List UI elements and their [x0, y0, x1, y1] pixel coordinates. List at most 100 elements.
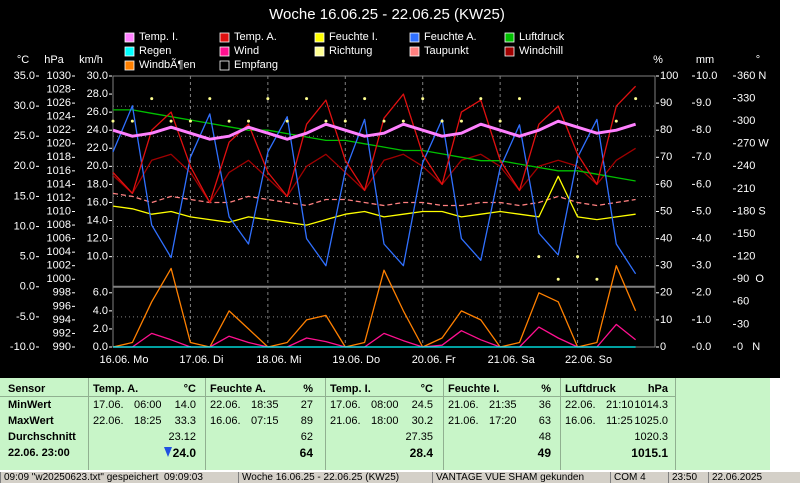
axis-unit: °C — [17, 54, 29, 66]
block-name: Luftdruck — [565, 383, 616, 395]
y-tick-label: 4.0 — [93, 305, 108, 317]
chart-title: Woche 16.06.25 - 22.06.25 (KW25) — [269, 6, 505, 23]
direction-dot — [498, 119, 502, 123]
y-tick-label: 2.0 — [93, 323, 108, 335]
direction-dot — [130, 119, 134, 123]
value: 36 — [538, 399, 551, 411]
legend-label: Feuchte I. — [329, 31, 378, 43]
series-line — [112, 192, 636, 207]
y-tick-label: 18.0 — [87, 178, 108, 190]
legend-swatch — [124, 32, 135, 43]
y-tick-label: 0.0 — [93, 341, 108, 353]
current: 49 — [537, 446, 551, 460]
legend-swatch — [504, 46, 515, 57]
direction-dot — [188, 119, 192, 123]
legend-label: Wind — [234, 45, 259, 57]
block-name: Temp. A. — [93, 383, 139, 395]
y-tick-label: 1006 — [47, 233, 71, 245]
time: 06:00 — [134, 399, 162, 411]
legend-swatch — [409, 46, 420, 57]
legend-swatch — [219, 32, 230, 43]
direction-dot — [479, 97, 483, 101]
average: 62 — [300, 431, 313, 443]
y-tick-label: 998 — [53, 287, 71, 299]
y-tick-label: 1026 — [47, 97, 71, 109]
y-tick-label: 90 — [660, 97, 672, 109]
direction-dot — [227, 119, 231, 123]
separator — [560, 378, 561, 470]
direction-dot — [614, 119, 618, 123]
y-tick-label: 6.0 — [93, 287, 108, 299]
chart: Woche 16.06.25 - 22.06.25 (KW25) 16.06. … — [0, 0, 780, 378]
y-tick-label: 990 — [53, 341, 71, 353]
y-tick-label: 50 — [660, 205, 672, 217]
time: 17:20 — [489, 415, 517, 427]
legend-swatch — [124, 46, 135, 57]
block-name: Feuchte I. — [448, 383, 500, 395]
y-tick-label: 180 S — [737, 205, 766, 217]
separator — [443, 378, 444, 470]
separator — [325, 378, 326, 470]
y-tick-label: 20.0 — [87, 160, 108, 172]
status-field: Woche 16.06.25 - 22.06.25 (KW25) — [238, 472, 399, 483]
value: 14.0 — [174, 399, 196, 411]
axis-unit: ° — [756, 54, 760, 66]
y-tick-label: -10.0 — [10, 341, 35, 353]
time: 18:00 — [371, 415, 399, 427]
trend-arrow — [164, 447, 172, 457]
direction-dot — [363, 97, 367, 101]
y-tick-label: 1020 — [47, 138, 71, 150]
block-unit: % — [541, 383, 551, 395]
block-name: Temp. I. — [330, 383, 371, 395]
series-line — [112, 119, 637, 141]
direction-dot — [421, 97, 425, 101]
y-tick-label: 60 — [660, 178, 672, 190]
value: 89 — [300, 415, 313, 427]
axis-unit: km/h — [79, 54, 103, 66]
average: 48 — [538, 431, 551, 443]
direction-dot — [169, 119, 173, 123]
legend-label: WindbÃ¶en — [139, 58, 196, 71]
x-tick-label: 17.06. Di — [179, 354, 223, 366]
y-tick-label: 15.0 — [14, 190, 35, 202]
date: 21.06. — [448, 415, 479, 427]
x-tick-label: 16.06. Mo — [100, 354, 149, 366]
value: 27 — [300, 399, 313, 411]
direction-dot — [305, 97, 309, 101]
direction-dot — [537, 255, 541, 259]
average: 27.35 — [405, 431, 433, 443]
y-tick-label: 330 — [737, 92, 755, 104]
direction-dot — [150, 97, 154, 101]
block-unit: °C — [420, 383, 433, 395]
series-line — [113, 109, 636, 182]
y-tick-label: 1002 — [47, 260, 71, 272]
row-label: 22.06. 23:00 — [8, 447, 70, 459]
y-tick-label: 1028 — [47, 83, 71, 95]
y-tick-label: 20.0 — [14, 160, 35, 172]
y-tick-label: 1018 — [47, 151, 71, 163]
status-field: 09:09 "w20250623.txt" gespeichert 09:09:… — [0, 472, 203, 483]
legend-swatch — [409, 32, 420, 43]
current: 28.4 — [409, 446, 433, 460]
legend-label: Temp. A. — [234, 31, 277, 43]
y-tick-label: 8.0 — [696, 124, 711, 136]
block-unit: °C — [183, 383, 196, 395]
time: 11:25 — [606, 415, 633, 427]
y-tick-label: 10.0 — [14, 220, 35, 232]
x-tick-label: 22.06. So — [565, 354, 612, 366]
y-tick-label: 22.0 — [87, 142, 108, 154]
axis-unit: mm — [696, 54, 714, 66]
x-tick-label: 20.06. Fr — [412, 354, 456, 366]
y-tick-label: 10.0 — [87, 251, 108, 263]
row-label: Sensor — [8, 383, 46, 395]
direction-dot — [208, 97, 212, 101]
y-tick-label: 5.0 — [20, 251, 35, 263]
y-tick-label: 1022 — [47, 124, 71, 136]
direction-dot — [247, 119, 250, 123]
y-tick-label: 40 — [660, 233, 672, 245]
direction-dot — [440, 119, 444, 123]
y-tick-label: 3.0 — [696, 260, 711, 272]
y-tick-label: 14.0 — [87, 214, 108, 226]
y-tick-label: 10.0 — [696, 70, 717, 82]
